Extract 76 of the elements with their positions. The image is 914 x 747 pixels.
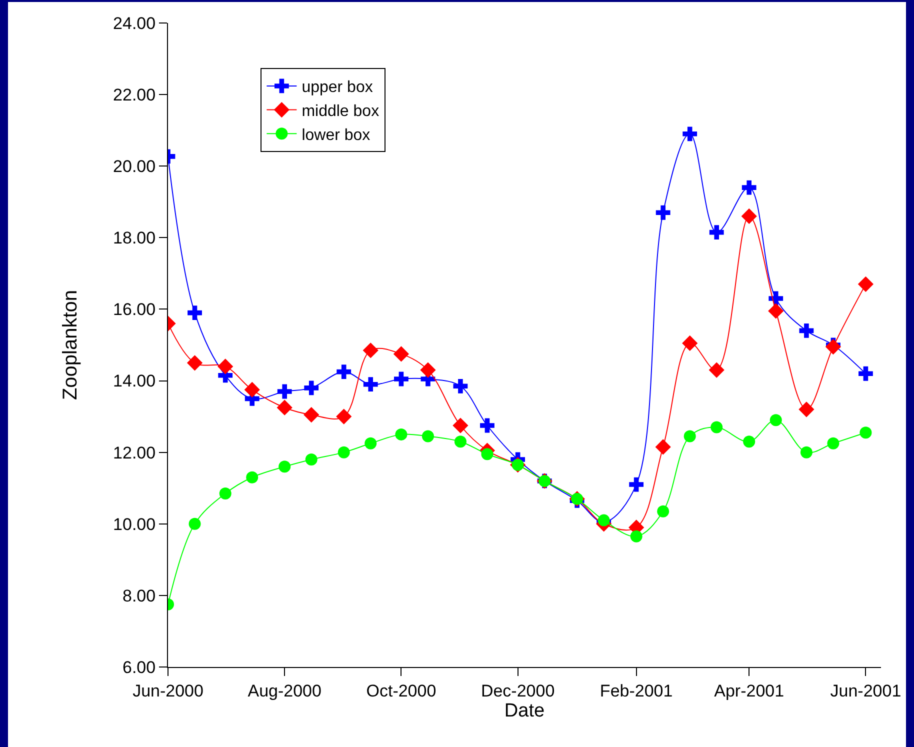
point xyxy=(188,518,201,530)
point xyxy=(630,530,642,542)
point xyxy=(860,426,872,439)
point xyxy=(480,418,494,433)
x-tick-label: Feb-2001 xyxy=(600,681,673,700)
point xyxy=(825,338,842,355)
y-tick-label: 8.00 xyxy=(122,586,156,606)
y-tick-label: 18.00 xyxy=(113,228,156,248)
legend-label: upper box xyxy=(302,79,373,96)
point xyxy=(277,384,292,399)
point xyxy=(799,323,814,338)
point xyxy=(682,335,698,352)
point xyxy=(453,378,468,394)
point xyxy=(768,303,784,319)
point xyxy=(394,372,408,386)
point xyxy=(244,382,260,398)
point xyxy=(743,436,756,448)
point xyxy=(363,377,378,392)
point xyxy=(682,126,698,142)
legend-label: middle box xyxy=(302,103,380,120)
point xyxy=(422,430,434,442)
point xyxy=(710,421,723,434)
point xyxy=(684,430,696,442)
point xyxy=(276,400,292,416)
point xyxy=(219,487,232,500)
point xyxy=(656,205,670,220)
y-axis-title: Zooplankton xyxy=(60,290,82,400)
point xyxy=(186,355,203,371)
point xyxy=(395,428,408,440)
x-tick-label: Jun-2000 xyxy=(132,681,204,700)
point xyxy=(770,414,782,426)
point xyxy=(708,362,724,378)
point xyxy=(798,402,814,418)
point xyxy=(858,276,874,292)
point xyxy=(858,366,873,381)
point xyxy=(452,418,468,434)
x-tick-label: Jun-2001 xyxy=(830,681,902,700)
x-tick-label: Aug-2000 xyxy=(248,681,322,700)
y-tick-label: 22.00 xyxy=(113,86,156,105)
point xyxy=(709,225,724,240)
y-tick-label: 24.00 xyxy=(113,14,156,33)
x-tick-label: Dec-2000 xyxy=(480,681,555,700)
point xyxy=(657,505,670,518)
point xyxy=(629,477,644,492)
x-tick-label: Apr-2001 xyxy=(714,681,784,700)
x-axis-title: Date xyxy=(504,700,545,722)
point xyxy=(246,471,258,484)
point xyxy=(304,380,319,396)
point xyxy=(338,446,350,458)
point xyxy=(393,346,410,362)
point xyxy=(364,437,377,450)
y-tick-label: 12.00 xyxy=(113,443,156,462)
point xyxy=(304,406,320,423)
point xyxy=(336,408,352,424)
point xyxy=(481,448,494,460)
point xyxy=(420,362,436,378)
point xyxy=(188,306,202,320)
y-tick-label: 20.00 xyxy=(113,157,156,176)
point xyxy=(742,180,756,195)
point xyxy=(336,364,352,380)
point xyxy=(362,342,378,358)
y-tick-label: 16.00 xyxy=(113,300,156,320)
y-tick-label: 14.00 xyxy=(113,372,156,391)
point xyxy=(218,358,234,374)
legend-label: lower box xyxy=(302,126,370,144)
point xyxy=(741,208,757,224)
point xyxy=(598,514,610,526)
x-tick-label: Oct-2000 xyxy=(366,681,436,700)
point xyxy=(800,446,812,458)
y-tick-label: 6.00 xyxy=(122,658,156,677)
point xyxy=(827,437,840,450)
point xyxy=(454,436,466,448)
point xyxy=(278,460,291,473)
point xyxy=(655,439,671,455)
point xyxy=(305,453,318,466)
y-tick-label: 10.00 xyxy=(113,514,156,534)
